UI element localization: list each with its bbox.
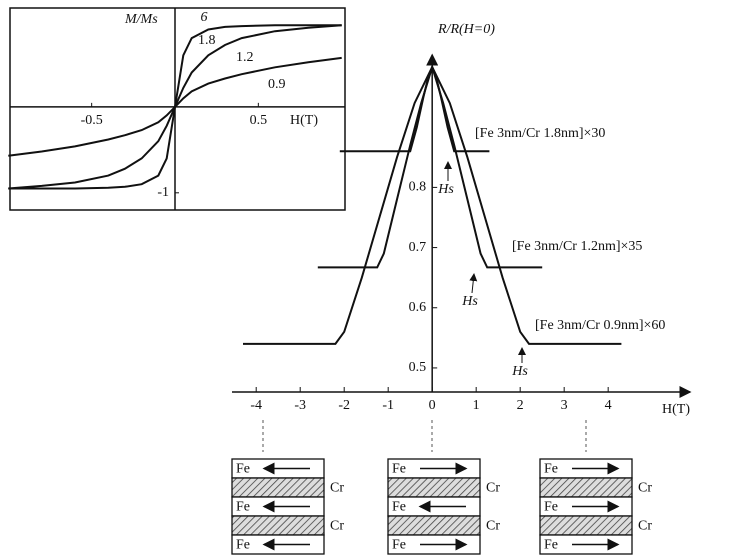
series-label: [Fe 3nm/Cr 1.2nm]×35: [512, 239, 642, 254]
fe-label: Fe: [236, 538, 250, 553]
cr-layer: [232, 516, 324, 535]
y-tick-label: 0.7: [409, 240, 427, 255]
inset-frame: [10, 8, 345, 210]
guides: [263, 420, 586, 452]
figure: R/R(H=0) H(T) -4 -3 -2 -1 0 1 2 3 4 0.5 0.6 0.7 0.8 [Fe…: [0, 0, 743, 557]
x-axis-label: H(T): [662, 402, 690, 417]
cr-label: Cr: [638, 519, 652, 534]
cr-label: Cr: [638, 481, 652, 496]
series-label: 0.9: [268, 77, 286, 92]
cr-layer: [388, 478, 480, 497]
y-tick-label: 0.8: [409, 180, 427, 195]
x-tick-label: 0.5: [250, 113, 268, 128]
x-tick-label: 0: [429, 398, 436, 413]
series-label: 1.2: [236, 50, 254, 65]
annotation: 6: [201, 10, 208, 25]
x-tick-label: -3: [294, 398, 306, 413]
fe-label: Fe: [544, 538, 558, 553]
cr-layer: [232, 478, 324, 497]
cr-label: Cr: [486, 519, 500, 534]
y-axis-label: R/R(H=0): [437, 22, 495, 37]
curve: [340, 67, 490, 151]
y-tick-label: 0.6: [409, 300, 427, 315]
annotation: Hs: [461, 294, 478, 309]
series-label: 1.8: [198, 33, 216, 48]
cr-label: Cr: [330, 481, 344, 496]
x-tick-label: -1: [382, 398, 394, 413]
annotation: Hs: [511, 364, 528, 379]
curve: [318, 67, 542, 267]
fe-label: Fe: [392, 500, 406, 515]
fe-label: Fe: [544, 500, 558, 515]
series-label: [Fe 3nm/Cr 0.9nm]×60: [535, 318, 665, 333]
cr-label: Cr: [486, 481, 500, 496]
x-tick-label: -4: [250, 398, 262, 413]
x-tick-label: -2: [338, 398, 350, 413]
y-tick-label: 0.5: [409, 360, 427, 375]
fe-label: Fe: [392, 538, 406, 553]
fe-label: Fe: [544, 462, 558, 477]
cr-layer: [388, 516, 480, 535]
x-tick-label: 1: [473, 398, 480, 413]
cr-layer: [540, 478, 632, 497]
cr-label: Cr: [330, 519, 344, 534]
x-axis-label: H(T): [290, 113, 318, 128]
fe-label: Fe: [236, 500, 250, 515]
x-tick-label: 3: [561, 398, 568, 413]
y-axis-label: M/Ms: [124, 12, 158, 27]
x-tick-label: 4: [605, 398, 612, 413]
x-tick-label: -0.5: [81, 113, 103, 128]
y-tick-label: -1: [157, 185, 169, 200]
annotation: Hs: [437, 182, 454, 197]
fe-label: Fe: [392, 462, 406, 477]
fe-label: Fe: [236, 462, 250, 477]
x-tick-label: 2: [517, 398, 524, 413]
annotation-arrow: [472, 274, 474, 293]
series-label: [Fe 3nm/Cr 1.8nm]×30: [475, 126, 605, 141]
cr-layer: [540, 516, 632, 535]
